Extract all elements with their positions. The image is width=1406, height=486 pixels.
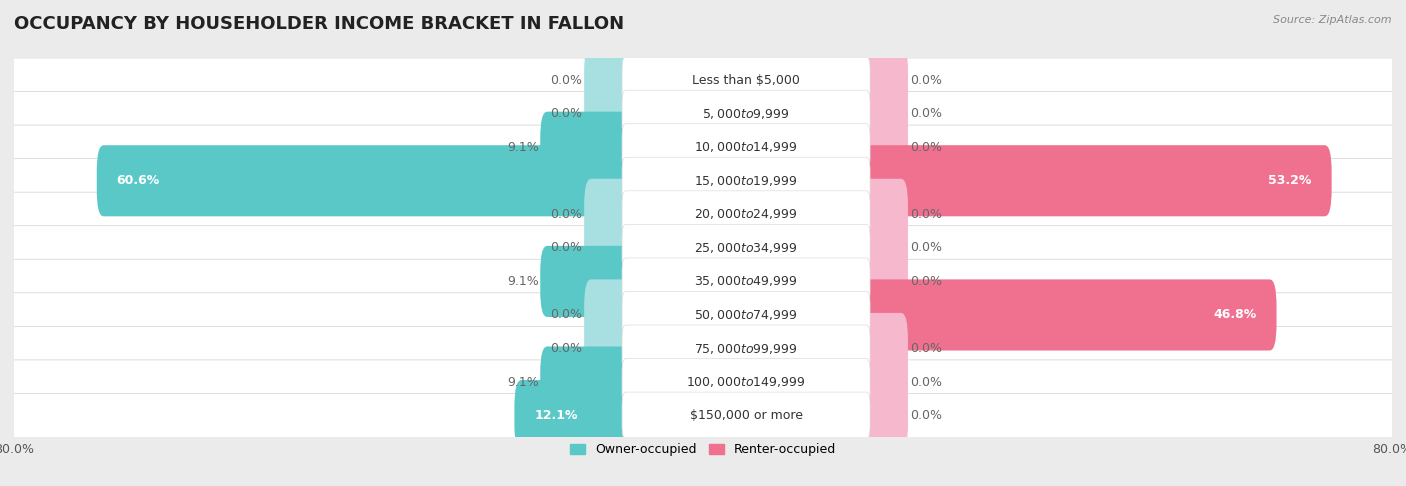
FancyBboxPatch shape (7, 360, 1399, 404)
FancyBboxPatch shape (621, 359, 870, 405)
FancyBboxPatch shape (859, 246, 908, 317)
Text: 0.0%: 0.0% (550, 242, 582, 254)
Text: 9.1%: 9.1% (506, 275, 538, 288)
FancyBboxPatch shape (621, 258, 870, 305)
FancyBboxPatch shape (540, 347, 633, 417)
Text: 0.0%: 0.0% (910, 73, 942, 87)
Text: 53.2%: 53.2% (1268, 174, 1312, 187)
FancyBboxPatch shape (859, 78, 908, 149)
FancyBboxPatch shape (621, 191, 870, 238)
FancyBboxPatch shape (583, 45, 633, 116)
Text: 9.1%: 9.1% (506, 141, 538, 154)
FancyBboxPatch shape (621, 157, 870, 204)
Text: 0.0%: 0.0% (910, 242, 942, 254)
FancyBboxPatch shape (583, 279, 633, 350)
FancyBboxPatch shape (583, 78, 633, 149)
Text: $75,000 to $99,999: $75,000 to $99,999 (695, 342, 797, 355)
Text: 46.8%: 46.8% (1213, 309, 1257, 321)
Text: $20,000 to $24,999: $20,000 to $24,999 (695, 208, 797, 221)
Text: $5,000 to $9,999: $5,000 to $9,999 (702, 106, 790, 121)
FancyBboxPatch shape (7, 327, 1399, 371)
FancyBboxPatch shape (7, 125, 1399, 169)
Text: 0.0%: 0.0% (910, 342, 942, 355)
FancyBboxPatch shape (859, 313, 908, 384)
FancyBboxPatch shape (621, 392, 870, 439)
Text: 0.0%: 0.0% (910, 107, 942, 120)
Text: 0.0%: 0.0% (550, 208, 582, 221)
Text: OCCUPANCY BY HOUSEHOLDER INCOME BRACKET IN FALLON: OCCUPANCY BY HOUSEHOLDER INCOME BRACKET … (14, 15, 624, 33)
Text: 0.0%: 0.0% (550, 309, 582, 321)
FancyBboxPatch shape (583, 313, 633, 384)
Text: $25,000 to $34,999: $25,000 to $34,999 (695, 241, 797, 255)
Text: $10,000 to $14,999: $10,000 to $14,999 (695, 140, 797, 154)
FancyBboxPatch shape (859, 212, 908, 283)
Text: 0.0%: 0.0% (550, 107, 582, 120)
Text: 0.0%: 0.0% (910, 409, 942, 422)
Text: $150,000 or more: $150,000 or more (689, 409, 803, 422)
FancyBboxPatch shape (859, 179, 908, 250)
Text: 0.0%: 0.0% (910, 376, 942, 388)
FancyBboxPatch shape (540, 246, 633, 317)
FancyBboxPatch shape (7, 259, 1399, 304)
Text: 12.1%: 12.1% (534, 409, 578, 422)
Text: Less than $5,000: Less than $5,000 (692, 73, 800, 87)
FancyBboxPatch shape (859, 380, 908, 451)
FancyBboxPatch shape (859, 112, 908, 183)
FancyBboxPatch shape (621, 90, 870, 137)
FancyBboxPatch shape (7, 226, 1399, 270)
FancyBboxPatch shape (621, 124, 870, 171)
FancyBboxPatch shape (7, 192, 1399, 237)
FancyBboxPatch shape (7, 58, 1399, 102)
FancyBboxPatch shape (7, 158, 1399, 203)
FancyBboxPatch shape (859, 45, 908, 116)
Text: $50,000 to $74,999: $50,000 to $74,999 (695, 308, 797, 322)
FancyBboxPatch shape (97, 145, 633, 216)
FancyBboxPatch shape (583, 179, 633, 250)
Text: $100,000 to $149,999: $100,000 to $149,999 (686, 375, 806, 389)
Text: 9.1%: 9.1% (506, 376, 538, 388)
Text: Source: ZipAtlas.com: Source: ZipAtlas.com (1274, 15, 1392, 25)
Text: 0.0%: 0.0% (910, 275, 942, 288)
FancyBboxPatch shape (515, 380, 633, 451)
Text: 0.0%: 0.0% (910, 208, 942, 221)
FancyBboxPatch shape (859, 279, 1277, 350)
FancyBboxPatch shape (859, 347, 908, 417)
FancyBboxPatch shape (540, 112, 633, 183)
Text: $35,000 to $49,999: $35,000 to $49,999 (695, 275, 797, 288)
FancyBboxPatch shape (7, 91, 1399, 136)
Text: $15,000 to $19,999: $15,000 to $19,999 (695, 174, 797, 188)
FancyBboxPatch shape (859, 145, 1331, 216)
Text: 0.0%: 0.0% (910, 141, 942, 154)
FancyBboxPatch shape (621, 325, 870, 372)
FancyBboxPatch shape (7, 293, 1399, 337)
FancyBboxPatch shape (621, 57, 870, 104)
FancyBboxPatch shape (583, 212, 633, 283)
FancyBboxPatch shape (621, 292, 870, 338)
FancyBboxPatch shape (7, 394, 1399, 438)
Text: 60.6%: 60.6% (117, 174, 160, 187)
Legend: Owner-occupied, Renter-occupied: Owner-occupied, Renter-occupied (565, 438, 841, 462)
FancyBboxPatch shape (621, 225, 870, 271)
Text: 0.0%: 0.0% (550, 73, 582, 87)
Text: 0.0%: 0.0% (550, 342, 582, 355)
